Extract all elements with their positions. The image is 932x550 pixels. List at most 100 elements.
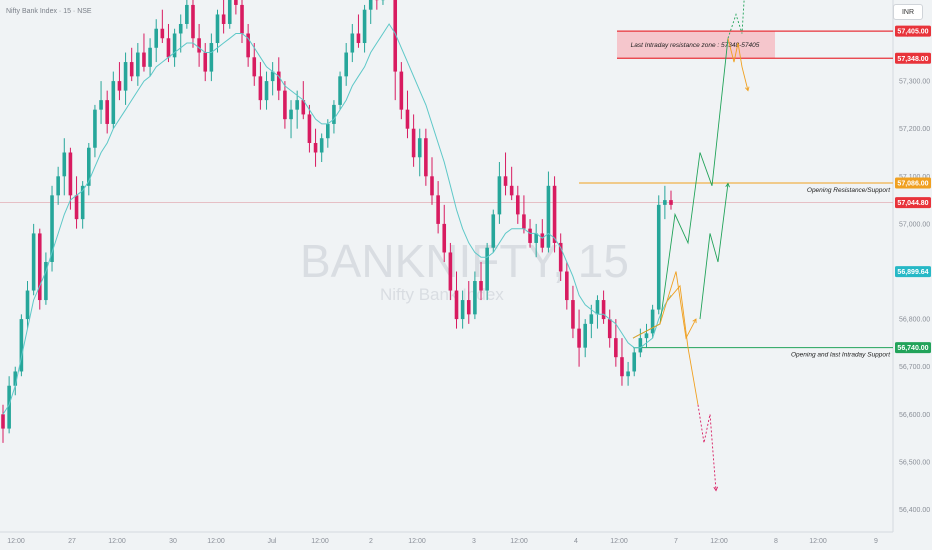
candle-body: [166, 38, 171, 58]
bearish-projection-path: [697, 404, 717, 491]
candle-body: [626, 371, 630, 377]
candle-body: [178, 23, 183, 34]
price-tag: [895, 52, 931, 64]
candle-body: [295, 100, 299, 110]
candle-body: [240, 4, 244, 34]
candle-body: [172, 33, 177, 58]
candle-body: [424, 138, 428, 177]
resistance-rejection-path-arrowhead: [744, 86, 750, 92]
watermark-symbol: BANKNIFTY, 15: [300, 235, 629, 287]
y-tick-label: 57,300.00: [899, 79, 930, 86]
candle-body: [270, 71, 275, 82]
candle-body: [50, 195, 54, 262]
y-tick-label: 57,200.00: [899, 126, 930, 133]
price-tag-label: 57,044.80: [897, 200, 928, 207]
pullback-down-path: [667, 284, 699, 405]
candle-body: [326, 123, 330, 139]
y-tick-label: 56,600.00: [899, 412, 930, 419]
candle-body: [13, 371, 18, 386]
candle-body: [111, 81, 116, 124]
x-tick-label: Jul: [268, 538, 277, 545]
x-tick-label: 27: [68, 538, 76, 545]
candle-body: [307, 114, 312, 143]
x-tick-label: 2: [369, 538, 373, 545]
price-tag-label: 56,740.00: [897, 345, 928, 352]
candle-body: [283, 90, 287, 120]
ema-line: [2, 23, 672, 415]
pullback-path-arrowhead: [692, 318, 697, 324]
candle-body: [31, 233, 36, 291]
x-tick-label: 9: [874, 538, 878, 545]
candle-body: [632, 352, 637, 372]
candle-body: [614, 338, 618, 358]
candle-body: [123, 62, 128, 91]
candle-body: [160, 28, 165, 39]
resistance-zone-label: Last Intraday resistance zone : 57348-57…: [631, 42, 760, 49]
candle-body: [356, 33, 361, 44]
candle-body: [289, 109, 293, 120]
x-tick-label: 12:00: [510, 538, 528, 545]
candle-body: [497, 176, 502, 215]
candle-body: [136, 52, 140, 77]
x-tick-label: 12:00: [710, 538, 728, 545]
candle-body: [473, 281, 477, 315]
x-tick-label: 12:00: [610, 538, 628, 545]
candle-body: [362, 9, 367, 44]
candle-body: [99, 100, 103, 110]
candle-body: [583, 323, 588, 348]
candle-body: [344, 52, 348, 77]
candle-body: [522, 214, 526, 229]
resistance-zone: [617, 31, 775, 59]
candle-body: [197, 38, 201, 53]
candle-body: [491, 214, 496, 248]
candle-body: [246, 33, 250, 58]
candles-layer: [1, 0, 673, 443]
symbol-title: Nifty Bank Index · 15 · NSE: [6, 8, 92, 15]
candle-body: [74, 195, 79, 220]
y-tick-label: 57,000.00: [899, 221, 930, 228]
candle-body: [105, 100, 109, 124]
candle-body: [142, 52, 146, 67]
candle-body: [56, 176, 60, 196]
price-tag-label: 57,348.00: [897, 56, 928, 63]
candle-body: [466, 300, 471, 315]
x-tick-label: 12:00: [408, 538, 426, 545]
zones-layer: Profit Booking zone : 57732 - 57880Last …: [0, 30, 893, 359]
y-tick-label: 57,100.00: [899, 174, 930, 181]
candle-body: [571, 300, 575, 329]
y-tick-label: 56,400.00: [899, 507, 930, 514]
candle-body: [93, 109, 97, 148]
candle-body: [301, 100, 306, 115]
candle-body: [479, 281, 483, 291]
y-tick-label: 56,800.00: [899, 317, 930, 324]
candle-body: [258, 76, 263, 101]
x-tick-label: 4: [574, 538, 578, 545]
currency-button[interactable]: INR: [893, 4, 923, 20]
candle-body: [37, 233, 42, 301]
candle-body: [350, 33, 355, 53]
candle-body: [565, 271, 569, 301]
opening-resistance-label: Opening Resistance/Support: [807, 187, 891, 194]
candle-body: [215, 14, 220, 44]
candle-body: [80, 185, 85, 220]
candle-body: [185, 4, 189, 24]
candle-body: [454, 290, 459, 320]
candle-body: [154, 28, 159, 48]
candle-body: [86, 147, 91, 186]
price-tag: [895, 266, 931, 278]
candle-body: [313, 142, 318, 153]
candle-body: [485, 247, 489, 291]
candle-body: [577, 328, 581, 348]
candle-body: [368, 0, 373, 10]
candle-body: [558, 242, 563, 272]
price-tag: [895, 25, 931, 37]
candle-body: [129, 62, 134, 77]
candle-body: [62, 152, 67, 177]
price-tags-layer: 57,880.0057,732.0057,405.0057,348.0057,0…: [895, 25, 931, 354]
candle-body: [411, 128, 416, 158]
pullback-path: [632, 271, 697, 340]
candle-body: [601, 300, 606, 320]
